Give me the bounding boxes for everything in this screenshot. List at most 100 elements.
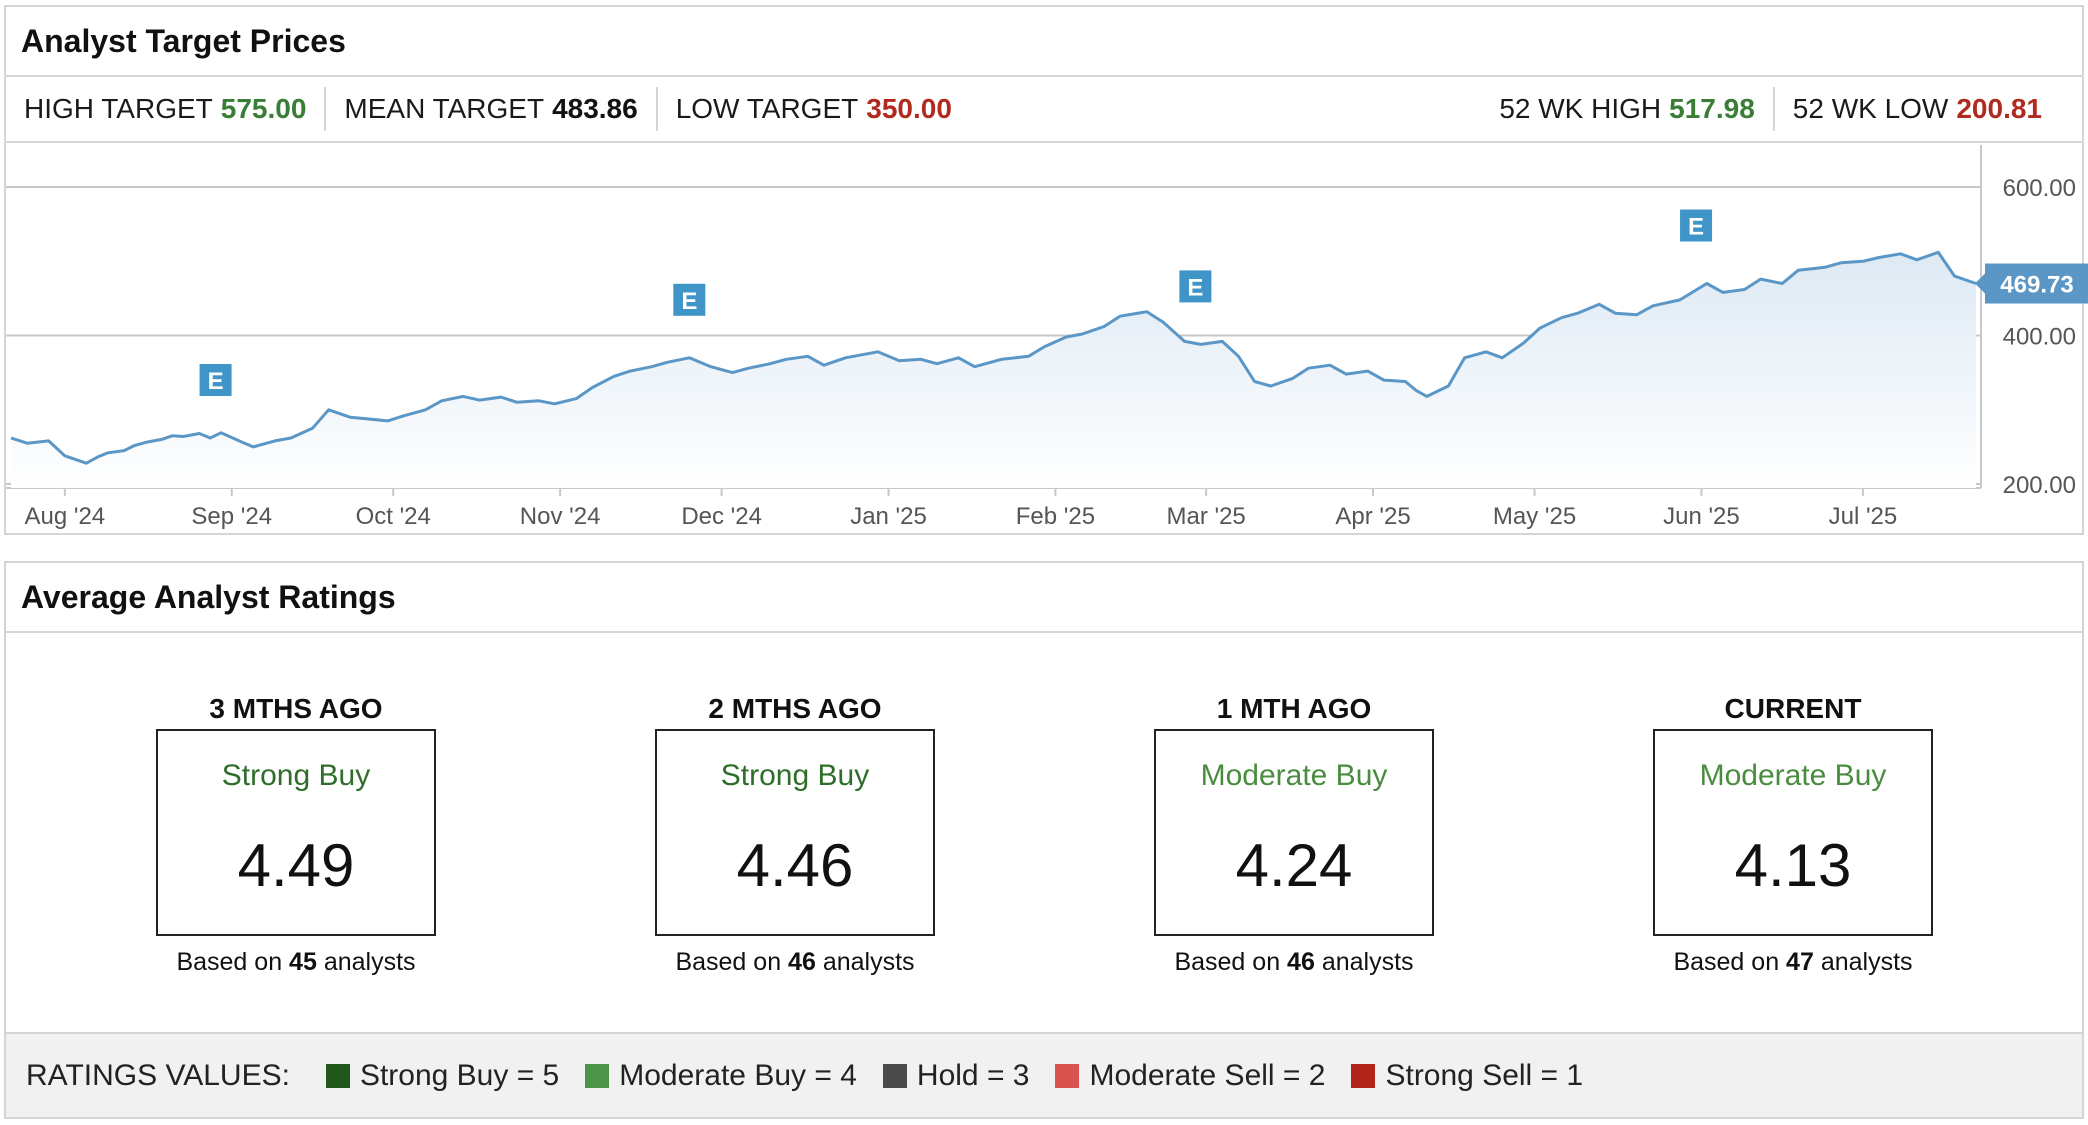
mean-target-label: MEAN TARGET: [344, 93, 545, 124]
rating-card-label: Strong Buy: [720, 759, 870, 792]
rating-card-3-months-ago: 3 MTHS AGO Strong Buy 4.49 Based on 45 a…: [156, 691, 436, 977]
legend-item-moderate-sell: Moderate Sell = 2: [1055, 1059, 1325, 1093]
rating-card-2-months-ago: 2 MTHS AGO Strong Buy 4.46 Based on 46 a…: [655, 691, 935, 977]
divider: [1772, 87, 1775, 131]
legend-item-moderate-buy: Moderate Buy = 4: [585, 1059, 857, 1093]
rating-card-box: Moderate Buy 4.24: [1154, 729, 1434, 936]
wk52-high-stat: 52 WK HIGH 517.98: [1481, 87, 1772, 131]
high-target-value: 575.00: [220, 93, 307, 124]
legend-label: Strong Buy = 5: [359, 1058, 560, 1092]
y-tick-label: 400.00: [2003, 324, 2076, 351]
footnote-prefix: Based on: [1673, 948, 1780, 976]
x-tick-label: Sep '24: [191, 503, 272, 530]
footnote-prefix: Based on: [1174, 948, 1281, 976]
price-chart[interactable]: 600.00 400.00 200.00 Aug '24 Sep '24 Oct '24 N…: [6, 145, 2088, 535]
analyst-count: 46: [1287, 948, 1315, 976]
rating-card-footnote: Based on 46 analysts: [655, 948, 935, 977]
rating-card-box: Moderate Buy 4.13: [1653, 729, 1933, 936]
rating-card-score: 4.24: [1235, 832, 1353, 899]
legend-item-hold: Hold = 3: [882, 1059, 1029, 1093]
price-line: [10, 250, 1977, 465]
x-tick-label: Oct '24: [356, 503, 431, 530]
wk52-low-value: 200.81: [1956, 93, 2042, 124]
rating-card-label: Moderate Buy: [1699, 759, 1887, 792]
wk52-low-stat: 52 WK LOW 200.81: [1775, 87, 2082, 131]
analyst-count: 46: [788, 948, 816, 976]
legend-item-strong-buy: Strong Buy = 5: [325, 1058, 560, 1093]
legend-label: Strong Sell = 1: [1385, 1058, 1584, 1092]
divider: [324, 87, 327, 131]
mean-target-value: 483.86: [552, 93, 638, 124]
footnote-suffix: analysts: [1820, 948, 1913, 976]
footnote-suffix: analysts: [822, 948, 915, 976]
earnings-marker-label: E: [1688, 214, 1704, 241]
analyst-count: 47: [1786, 948, 1814, 976]
earnings-marker-label: E: [208, 368, 224, 395]
legend-label: Moderate Buy = 4: [619, 1058, 857, 1092]
earnings-marker: [1179, 270, 1212, 303]
panel-title: Average Analyst Ratings: [6, 563, 2082, 633]
legend-item-strong-sell: Strong Sell = 1: [1351, 1059, 1583, 1093]
mean-target-stat: MEAN TARGET 483.86: [326, 87, 655, 131]
panel-title: Analyst Target Prices: [6, 7, 2082, 77]
x-tick-label: Jan '25: [850, 503, 927, 530]
legend-swatch: [325, 1063, 350, 1088]
footnote-suffix: analysts: [1321, 948, 1414, 976]
wk52-low-label: 52 WK LOW: [1792, 93, 1949, 124]
rating-card-box: Strong Buy 4.46: [655, 729, 935, 936]
x-tick-label: Feb '25: [1016, 503, 1095, 530]
price-chart-svg[interactable]: 600.00 400.00 200.00 Aug '24 Sep '24 Oct '24 N…: [6, 145, 2088, 535]
rating-card-period: CURRENT: [1724, 693, 1862, 724]
y-tick-label: 200.00: [2003, 472, 2076, 499]
footnote-prefix: Based on: [675, 948, 782, 976]
legend-label: Moderate Sell = 2: [1089, 1058, 1326, 1092]
wk52-high-label: 52 WK HIGH: [1499, 93, 1662, 124]
y-tick-label: 600.00: [2003, 175, 2076, 202]
last-price-tag-arrow: [1975, 273, 1985, 294]
x-tick-label: Jul '25: [1829, 503, 1898, 530]
x-tick-label: Mar '25: [1167, 503, 1246, 530]
rating-card-1-month-ago: 1 MTH AGO Moderate Buy 4.24 Based on 46 …: [1154, 691, 1434, 977]
rating-card-period: 3 MTHS AGO: [209, 693, 383, 724]
legend-swatch: [585, 1063, 610, 1088]
legend-swatch: [1055, 1063, 1080, 1088]
earnings-marker: [199, 363, 232, 396]
footnote-prefix: Based on: [176, 948, 283, 976]
x-tick-label: Jun '25: [1663, 503, 1740, 530]
legend-title: RATINGS VALUES:: [26, 1058, 290, 1092]
target-stats-row: HIGH TARGET 575.00 MEAN TARGET 483.86 LO…: [6, 77, 2082, 143]
last-price-label: 469.73: [2000, 272, 2073, 299]
divider: [655, 87, 658, 131]
legend-swatch: [882, 1063, 907, 1088]
average-analyst-ratings-panel: Average Analyst Ratings 3 MTHS AGO Stron…: [4, 561, 2084, 1119]
rating-card-period: 2 MTHS AGO: [708, 693, 882, 724]
analyst-count: 45: [289, 948, 317, 976]
earnings-marker: [1680, 209, 1713, 242]
rating-card-box: Strong Buy 4.49: [156, 729, 436, 936]
earnings-marker-label: E: [1187, 274, 1203, 301]
earnings-marker: [673, 283, 706, 316]
low-target-label: LOW TARGET: [675, 93, 859, 124]
x-tick-label: Aug '24: [25, 503, 106, 530]
price-area: [11, 252, 1976, 488]
high-target-stat: HIGH TARGET 575.00: [6, 87, 324, 131]
x-tick-label: May '25: [1493, 503, 1576, 530]
rating-card-label: Strong Buy: [221, 759, 371, 792]
last-price-tag: [1985, 263, 2088, 304]
rating-card-current: CURRENT Moderate Buy 4.13 Based on 47 an…: [1653, 691, 1933, 977]
rating-card-score: 4.46: [736, 832, 854, 899]
low-target-stat: LOW TARGET 350.00: [658, 87, 970, 131]
high-target-label: HIGH TARGET: [24, 93, 213, 124]
x-tick-label: Dec '24: [681, 503, 762, 530]
rating-card-footnote: Based on 45 analysts: [156, 948, 436, 977]
analyst-target-prices-panel: Analyst Target Prices HIGH TARGET 575.00…: [4, 5, 2088, 535]
rating-card-score: 4.49: [237, 832, 355, 899]
rating-card-footnote: Based on 47 analysts: [1653, 948, 1933, 977]
rating-card-label: Moderate Buy: [1200, 759, 1388, 792]
footnote-suffix: analysts: [323, 948, 416, 976]
rating-card-score: 4.13: [1734, 832, 1852, 899]
x-tick-label: Apr '25: [1335, 503, 1410, 530]
wk52-high-value: 517.98: [1669, 93, 1755, 124]
x-tick-label: Nov '24: [520, 503, 601, 530]
ratings-values-legend: RATINGS VALUES: Strong Buy = 5 Moderate …: [6, 1032, 2082, 1117]
